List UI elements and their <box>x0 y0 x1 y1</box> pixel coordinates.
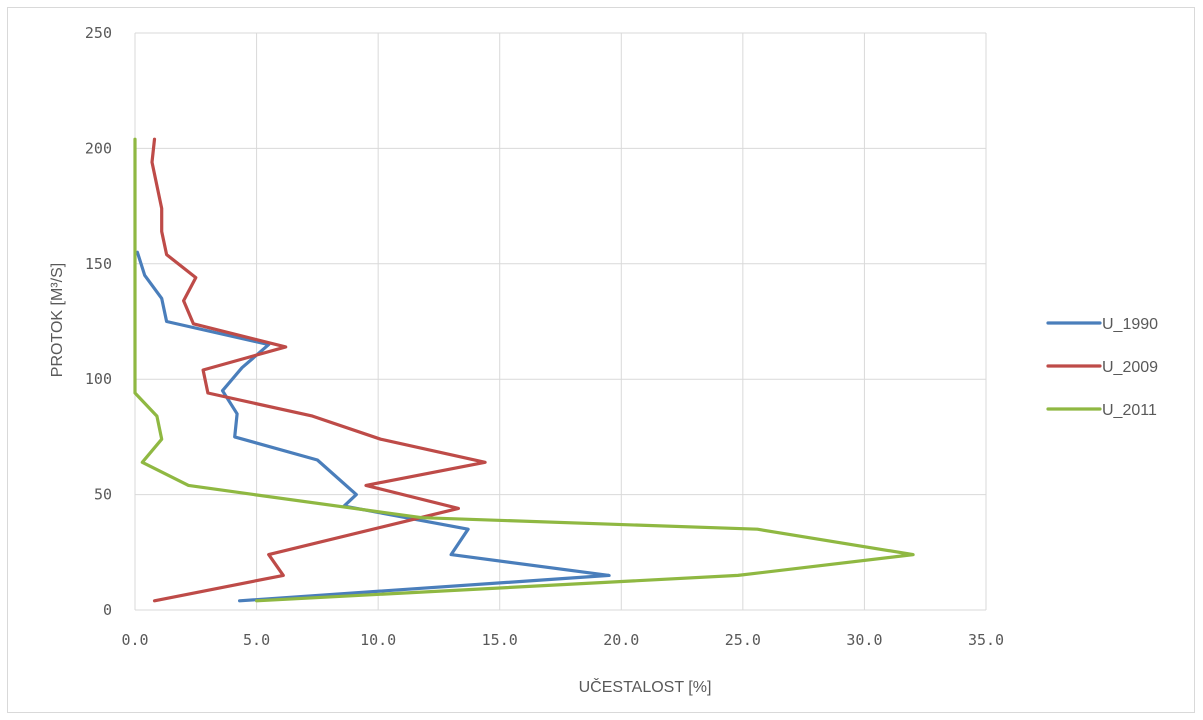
gridlines <box>134 32 987 611</box>
legend-label: U_1990 <box>1102 316 1158 333</box>
x-tick-label: 0.0 <box>121 631 148 649</box>
x-tick-label: 30.0 <box>846 631 882 649</box>
series-line-u-1990 <box>135 250 611 603</box>
y-axis-title: PROTOK [M³/S] <box>49 263 66 377</box>
x-tick-label: 10.0 <box>360 631 396 649</box>
y-tick-label: 200 <box>85 139 112 157</box>
y-tick-labels: 0 50 100 150 200 250 <box>85 24 112 619</box>
y-tick-label: 150 <box>85 255 112 273</box>
x-tick-label: 15.0 <box>482 631 518 649</box>
x-tick-label: 35.0 <box>968 631 1004 649</box>
x-tick-label: 20.0 <box>603 631 639 649</box>
chart-frame <box>7 7 1195 713</box>
x-tick-label: 25.0 <box>725 631 761 649</box>
y-tick-label: 250 <box>85 24 112 42</box>
legend-label: U_2011 <box>1102 402 1157 419</box>
y-tick-label: 0 <box>103 601 112 619</box>
x-tick-labels: 0.0 5.0 10.0 15.0 20.0 25.0 30.0 35.0 <box>121 631 1004 649</box>
series-line-u-2011 <box>133 137 915 603</box>
legend-label: U_2009 <box>1102 359 1158 376</box>
x-axis-title: UČESTALOST [%] <box>579 677 712 696</box>
legend: U_1990 U_2009 U_2011 <box>1046 316 1158 419</box>
series-layer <box>133 137 915 603</box>
x-tick-label: 5.0 <box>243 631 270 649</box>
y-tick-label: 100 <box>85 370 112 388</box>
series-line-u-2009 <box>150 137 487 603</box>
y-tick-label: 50 <box>94 486 112 504</box>
